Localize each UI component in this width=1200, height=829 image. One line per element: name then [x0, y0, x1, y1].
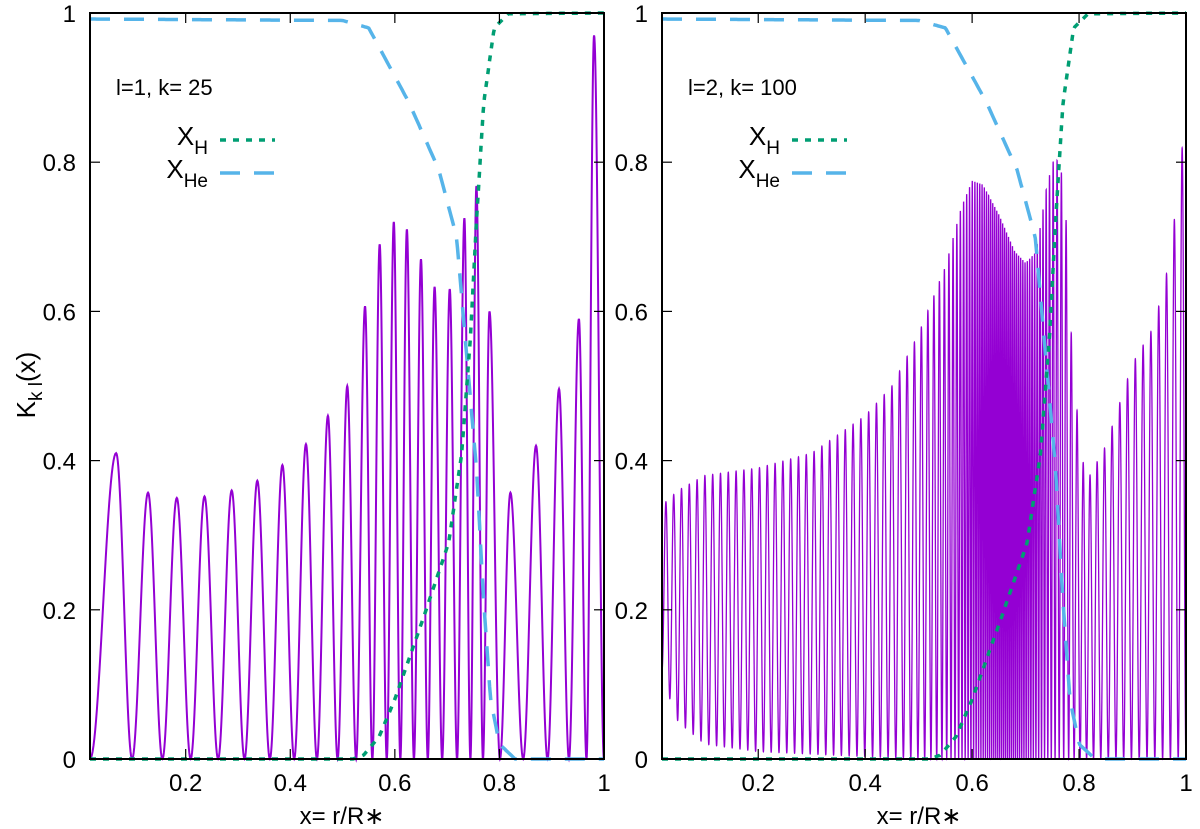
y-tick-label: 0.2: [43, 598, 76, 625]
y-tick-label: 0: [635, 747, 648, 774]
y-axis-label: Kk l(x): [11, 352, 47, 419]
x-tick-label: 0.4: [274, 770, 307, 797]
x-tick-label: 0.6: [378, 770, 411, 797]
y-tick-label: 1: [63, 1, 76, 28]
xhe-curve: [662, 17, 1186, 761]
legend-label-XHe: XHe: [738, 154, 780, 192]
legend-label-XH: XH: [177, 121, 208, 159]
x-tick-label: 0.8: [1062, 770, 1095, 797]
y-tick-label: 0.6: [43, 299, 76, 326]
plot-frame: [661, 12, 1187, 760]
right-panel: 0.2 0.4 0.6 0.8 1 0 0.2 0.4 0.6 0.8 1 x= r/R∗ l=2, k…: [615, 1, 1193, 829]
kernel-curve: [661, 145, 1187, 762]
y-tick-label: 0.6: [615, 299, 648, 326]
y-tick-label: 0.4: [43, 449, 76, 476]
legend-label-XHe: XHe: [166, 154, 208, 192]
x-tick-label: 0.2: [169, 770, 202, 797]
y-tick-label: 1: [635, 1, 648, 28]
plot-frame: [89, 12, 605, 760]
kernel-curve: [89, 35, 605, 763]
x-tick-label: 1: [1179, 770, 1192, 797]
y-tick-label: 0.2: [615, 598, 648, 625]
legend-label-XH: XH: [749, 121, 780, 159]
x-tick-label: 0.8: [483, 770, 516, 797]
y-tick-label: 0.8: [615, 150, 648, 177]
x-tick-label: 0.2: [742, 770, 775, 797]
left-panel: 0.2 0.4 0.6 0.8 1 0 0.2 0.4 0.6 0.8 1 x= r/R∗ l=1, k…: [43, 1, 611, 829]
x-tick-label: 1: [597, 770, 610, 797]
mode-annotation: l=2, k= 100: [688, 75, 797, 100]
y-tick-label: 0.4: [615, 449, 648, 476]
x-axis-label: x= r/R∗: [877, 803, 962, 829]
x-tick-label: 0.6: [955, 770, 988, 797]
xhe-curve: [90, 17, 604, 761]
x-axis-label: x= r/R∗: [300, 803, 385, 829]
mode-annotation: l=1, k= 25: [116, 75, 213, 100]
y-tick-label: 0: [63, 747, 76, 774]
y-tick-label: 0.8: [43, 150, 76, 177]
x-tick-label: 0.4: [848, 770, 881, 797]
